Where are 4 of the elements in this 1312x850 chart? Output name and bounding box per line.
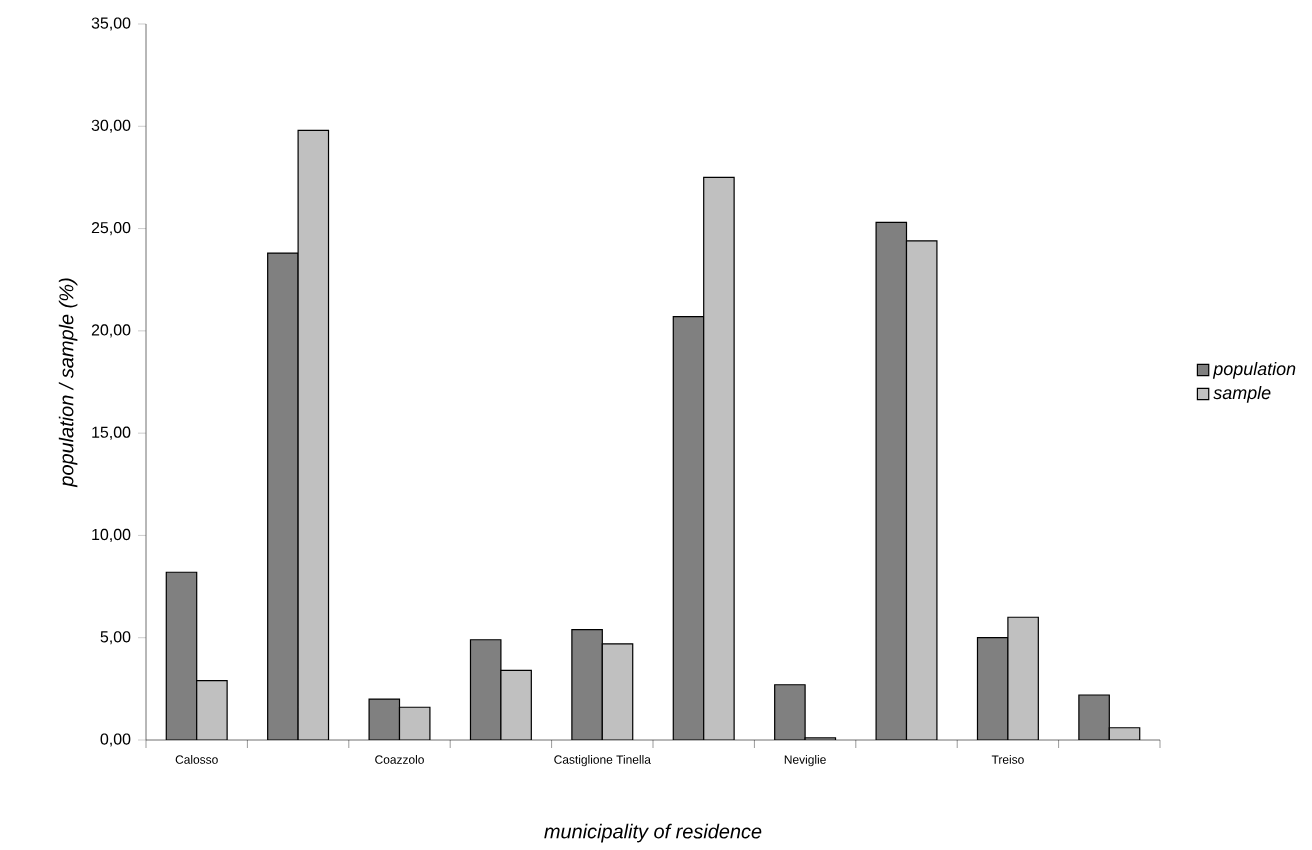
x-axis-title: municipality of residence	[544, 823, 762, 843]
y-axis-title: population / sample (%)	[58, 278, 78, 488]
legend-label: sample	[1213, 385, 1271, 403]
legend-label: population	[1212, 362, 1296, 379]
